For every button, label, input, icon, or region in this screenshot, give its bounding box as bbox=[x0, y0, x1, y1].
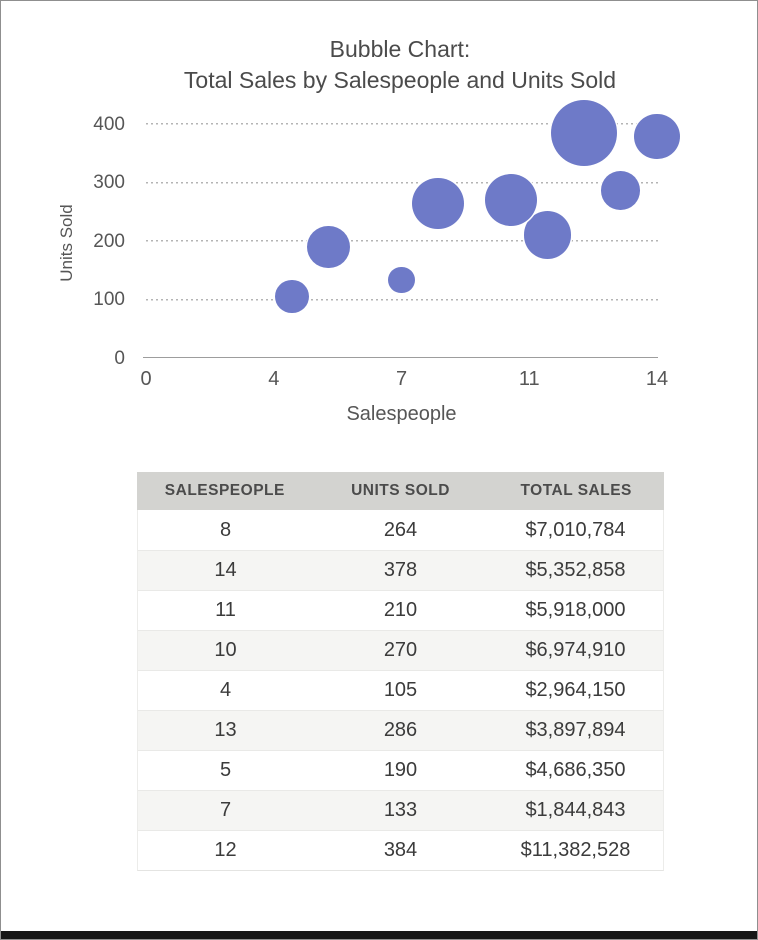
table-row: 11 210 $5,918,000 bbox=[138, 590, 663, 630]
total-sales-cell: $5,918,000 bbox=[525, 599, 626, 621]
total-sales-cell: $5,352,858 bbox=[525, 559, 626, 581]
y-tick-label-0: 0 bbox=[114, 347, 125, 369]
salespeople-cell: 14 bbox=[214, 559, 237, 581]
units-sold-cell: 190 bbox=[383, 759, 418, 781]
sales-data-table: SALESPEOPLE UNITS SOLD TOTAL SALES 8 264 $… bbox=[137, 472, 664, 871]
table-row: 14 378 $5,352,858 bbox=[138, 550, 663, 590]
units-sold-cell: 133 bbox=[383, 799, 418, 821]
total-sales-cell: $4,686,350 bbox=[525, 759, 626, 781]
bubble-salespeople-14 bbox=[634, 114, 680, 160]
gridline-y-200 bbox=[146, 240, 659, 243]
total-sales-cell: $2,964,150 bbox=[525, 679, 626, 701]
bubble-salespeople-5 bbox=[307, 225, 350, 269]
chart-title-line1: Bubble Chart: bbox=[329, 36, 471, 62]
y-tick-label-300: 300 bbox=[93, 172, 125, 193]
total-sales-cell: $3,897,894 bbox=[525, 719, 626, 741]
gridline-y-100 bbox=[146, 298, 659, 301]
x-tick-label-7: 7 bbox=[395, 368, 408, 390]
x-axis-line bbox=[143, 356, 658, 358]
units-sold-cell: 105 bbox=[383, 679, 418, 701]
units-sold-cell: 270 bbox=[383, 639, 418, 661]
units-sold-cell: 384 bbox=[383, 839, 418, 861]
units-sold-cell: 264 bbox=[383, 518, 418, 541]
units-sold-cell: 378 bbox=[383, 559, 418, 581]
table-row: 4 105 $2,964,150 bbox=[138, 670, 663, 710]
salespeople-cell: 7 bbox=[219, 799, 232, 821]
bubble-salespeople-8 bbox=[412, 177, 464, 230]
total-sales-cell: $11,382,528 bbox=[520, 839, 631, 861]
table-row: 13 286 $3,897,894 bbox=[138, 710, 663, 750]
bubble-salespeople-7 bbox=[388, 266, 415, 294]
bubble-salespeople-13 bbox=[601, 171, 640, 210]
x-tick-label-0: 0 bbox=[140, 368, 152, 390]
table-header-row: SALESPEOPLE UNITS SOLD TOTAL SALES bbox=[137, 472, 664, 510]
table-body: 8 264 $7,010,784 14 378 $5,352,858 11 210 $5,918… bbox=[137, 510, 664, 871]
salespeople-cell: 4 bbox=[219, 679, 232, 701]
table-row: 8 264 $7,010,784 bbox=[138, 510, 663, 550]
y-tick-label-400: 400 bbox=[93, 113, 125, 135]
x-tick-label-14: 14 bbox=[645, 368, 669, 390]
column-header-salespeople: SALESPEOPLE bbox=[164, 482, 285, 499]
bubble-chart-plot-area bbox=[143, 96, 680, 358]
column-header-total-sales: TOTAL SALES bbox=[520, 482, 632, 499]
y-tick-label-200: 200 bbox=[93, 230, 125, 252]
window-bottom-bar bbox=[1, 931, 757, 939]
y-tick-label-100: 100 bbox=[93, 289, 125, 310]
salespeople-cell: 12 bbox=[214, 839, 237, 861]
column-header-units-sold: UNITS SOLD bbox=[351, 482, 450, 499]
chart-title: Bubble Chart: Total Sales by Salespeople… bbox=[100, 34, 700, 96]
salespeople-cell: 8 bbox=[219, 518, 232, 541]
table-row: 7 133 $1,844,843 bbox=[138, 790, 663, 830]
gridline-y-300 bbox=[146, 181, 659, 184]
bubble-salespeople-12 bbox=[551, 100, 617, 167]
chart-title-line2: Total Sales by Salespeople and Units Sol… bbox=[183, 67, 617, 93]
salespeople-cell: 11 bbox=[215, 599, 236, 621]
bubble-salespeople-4 bbox=[275, 279, 309, 314]
units-sold-cell: 210 bbox=[383, 599, 418, 621]
x-tick-label-4: 4 bbox=[268, 368, 280, 390]
salespeople-cell: 10 bbox=[214, 639, 237, 661]
bubble-salespeople-11 bbox=[523, 211, 572, 259]
x-axis-title: Salespeople bbox=[346, 403, 457, 425]
table-row: 12 384 $11,382,528 bbox=[138, 830, 663, 870]
table-row: 10 270 $6,974,910 bbox=[138, 630, 663, 670]
x-tick-label-11: 11 bbox=[518, 368, 540, 390]
total-sales-cell: $7,010,784 bbox=[525, 518, 626, 541]
gridline-y-400 bbox=[146, 123, 659, 126]
units-sold-cell: 286 bbox=[383, 719, 418, 741]
bubble-salespeople-10 bbox=[485, 174, 537, 226]
salespeople-cell: 5 bbox=[219, 759, 232, 781]
table-row: 5 190 $4,686,350 bbox=[138, 750, 663, 790]
total-sales-cell: $6,974,910 bbox=[525, 639, 626, 661]
salespeople-cell: 13 bbox=[214, 719, 237, 741]
total-sales-cell: $1,844,843 bbox=[525, 799, 626, 821]
